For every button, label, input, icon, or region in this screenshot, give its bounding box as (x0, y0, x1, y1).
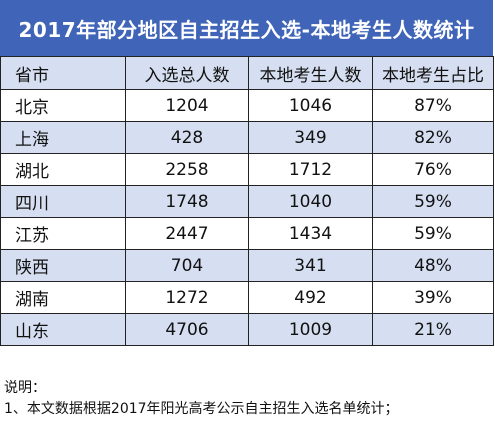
table-row: 湖北 2258 1712 76% (0, 153, 494, 186)
table-row: 江苏 2447 1434 59% (0, 217, 494, 250)
province-cell: 江苏 (0, 217, 126, 250)
province-cell: 陕西 (0, 249, 126, 282)
local-cell: 1046 (248, 89, 373, 122)
total-cell: 1748 (125, 185, 249, 218)
local-cell: 1434 (248, 217, 373, 250)
table-title: 2017年部分地区自主招生入选-本地考生人数统计 (0, 0, 493, 56)
ratio-cell: 39% (372, 281, 494, 314)
province-cell: 北京 (0, 89, 126, 122)
table-row: 湖南 1272 492 39% (0, 281, 494, 314)
province-cell: 湖南 (0, 281, 126, 314)
total-cell: 1272 (125, 281, 249, 314)
ratio-cell: 87% (372, 89, 494, 122)
table-row: 北京 1204 1046 87% (0, 89, 494, 122)
table-row: 四川 1748 1040 59% (0, 185, 494, 218)
notes-line: 1、本文数据根据2017年阳光高考公示自主招生入选名单统计； (4, 401, 399, 417)
header-province: 省市 (0, 56, 126, 90)
local-cell: 1712 (248, 153, 373, 186)
total-cell: 2447 (125, 217, 249, 250)
total-cell: 1204 (125, 89, 249, 122)
province-cell: 上海 (0, 121, 126, 154)
header-total: 入选总人数 (125, 56, 249, 90)
table-title-text: 2017年部分地区自主招生入选-本地考生人数统计 (18, 17, 475, 42)
ratio-cell: 59% (372, 185, 494, 218)
table-row: 上海 428 349 82% (0, 121, 494, 154)
total-cell: 704 (125, 249, 249, 282)
ratio-cell: 21% (372, 313, 494, 346)
local-cell: 492 (248, 281, 373, 314)
local-cell: 1040 (248, 185, 373, 218)
total-cell: 2258 (125, 153, 249, 186)
province-cell: 四川 (0, 185, 126, 218)
local-cell: 349 (248, 121, 373, 154)
header-local: 本地考生人数 (248, 56, 373, 90)
ratio-cell: 82% (372, 121, 494, 154)
province-cell: 山东 (0, 313, 126, 346)
notes-heading: 说明： (4, 380, 46, 396)
statistics-table: 省市 入选总人数 本地考生人数 本地考生占比 北京 1204 1046 87% … (0, 56, 494, 346)
notes-section: 说明： 1、本文数据根据2017年阳光高考公示自主招生入选名单统计； (4, 378, 490, 420)
table-row: 山东 4706 1009 21% (0, 313, 494, 346)
header-row: 省市 入选总人数 本地考生人数 本地考生占比 (0, 56, 494, 90)
total-cell: 4706 (125, 313, 249, 346)
ratio-cell: 59% (372, 217, 494, 250)
local-cell: 341 (248, 249, 373, 282)
header-ratio: 本地考生占比 (372, 56, 494, 90)
ratio-cell: 48% (372, 249, 494, 282)
table-row: 陕西 704 341 48% (0, 249, 494, 282)
ratio-cell: 76% (372, 153, 494, 186)
local-cell: 1009 (248, 313, 373, 346)
province-cell: 湖北 (0, 153, 126, 186)
total-cell: 428 (125, 121, 249, 154)
